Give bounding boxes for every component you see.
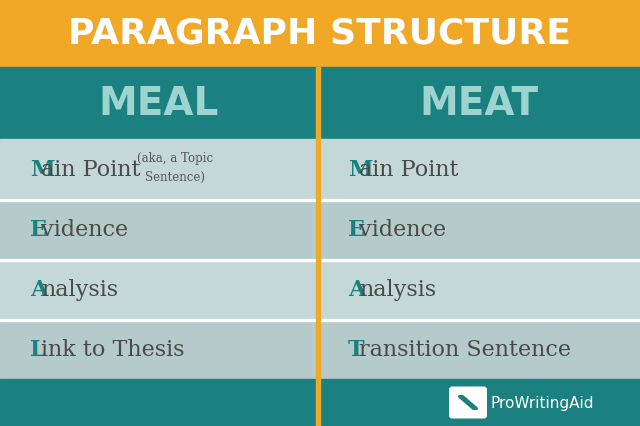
Bar [0,259,318,319]
Text: MEAL: MEAL [99,85,219,123]
Text: nalysis: nalysis [41,278,118,300]
Bar [318,199,640,259]
Text: ink to Thesis: ink to Thesis [41,338,184,360]
Text: L: L [30,338,45,360]
Text: M: M [348,158,372,181]
Bar [316,68,320,426]
FancyBboxPatch shape [449,386,487,418]
Text: ProWritingAid: ProWritingAid [491,395,595,410]
Text: MEAT: MEAT [419,85,539,123]
Bar [0,140,318,199]
Text: vidence: vidence [359,219,446,240]
Text: A: A [30,278,47,300]
Bar [0,379,640,426]
Bar [0,259,640,262]
Bar [0,199,318,259]
Bar [0,0,640,68]
Text: ain Point: ain Point [359,158,458,181]
Text: E: E [348,219,365,240]
Text: ransition Sentence: ransition Sentence [359,338,571,360]
Text: (aka, a Topic
Sentence): (aka, a Topic Sentence) [137,152,213,183]
Bar [0,199,640,201]
Bar [0,319,318,379]
Bar [318,259,640,319]
Text: T: T [348,338,365,360]
Bar [318,140,640,199]
Text: ain Point: ain Point [41,158,141,181]
Text: PARAGRAPH STRUCTURE: PARAGRAPH STRUCTURE [68,17,572,51]
Text: vidence: vidence [41,219,128,240]
Text: M: M [30,158,54,181]
Text: nalysis: nalysis [359,278,436,300]
Bar [0,68,640,140]
Text: E: E [30,219,47,240]
Text: A: A [348,278,365,300]
Bar [0,319,640,321]
Bar [318,319,640,379]
